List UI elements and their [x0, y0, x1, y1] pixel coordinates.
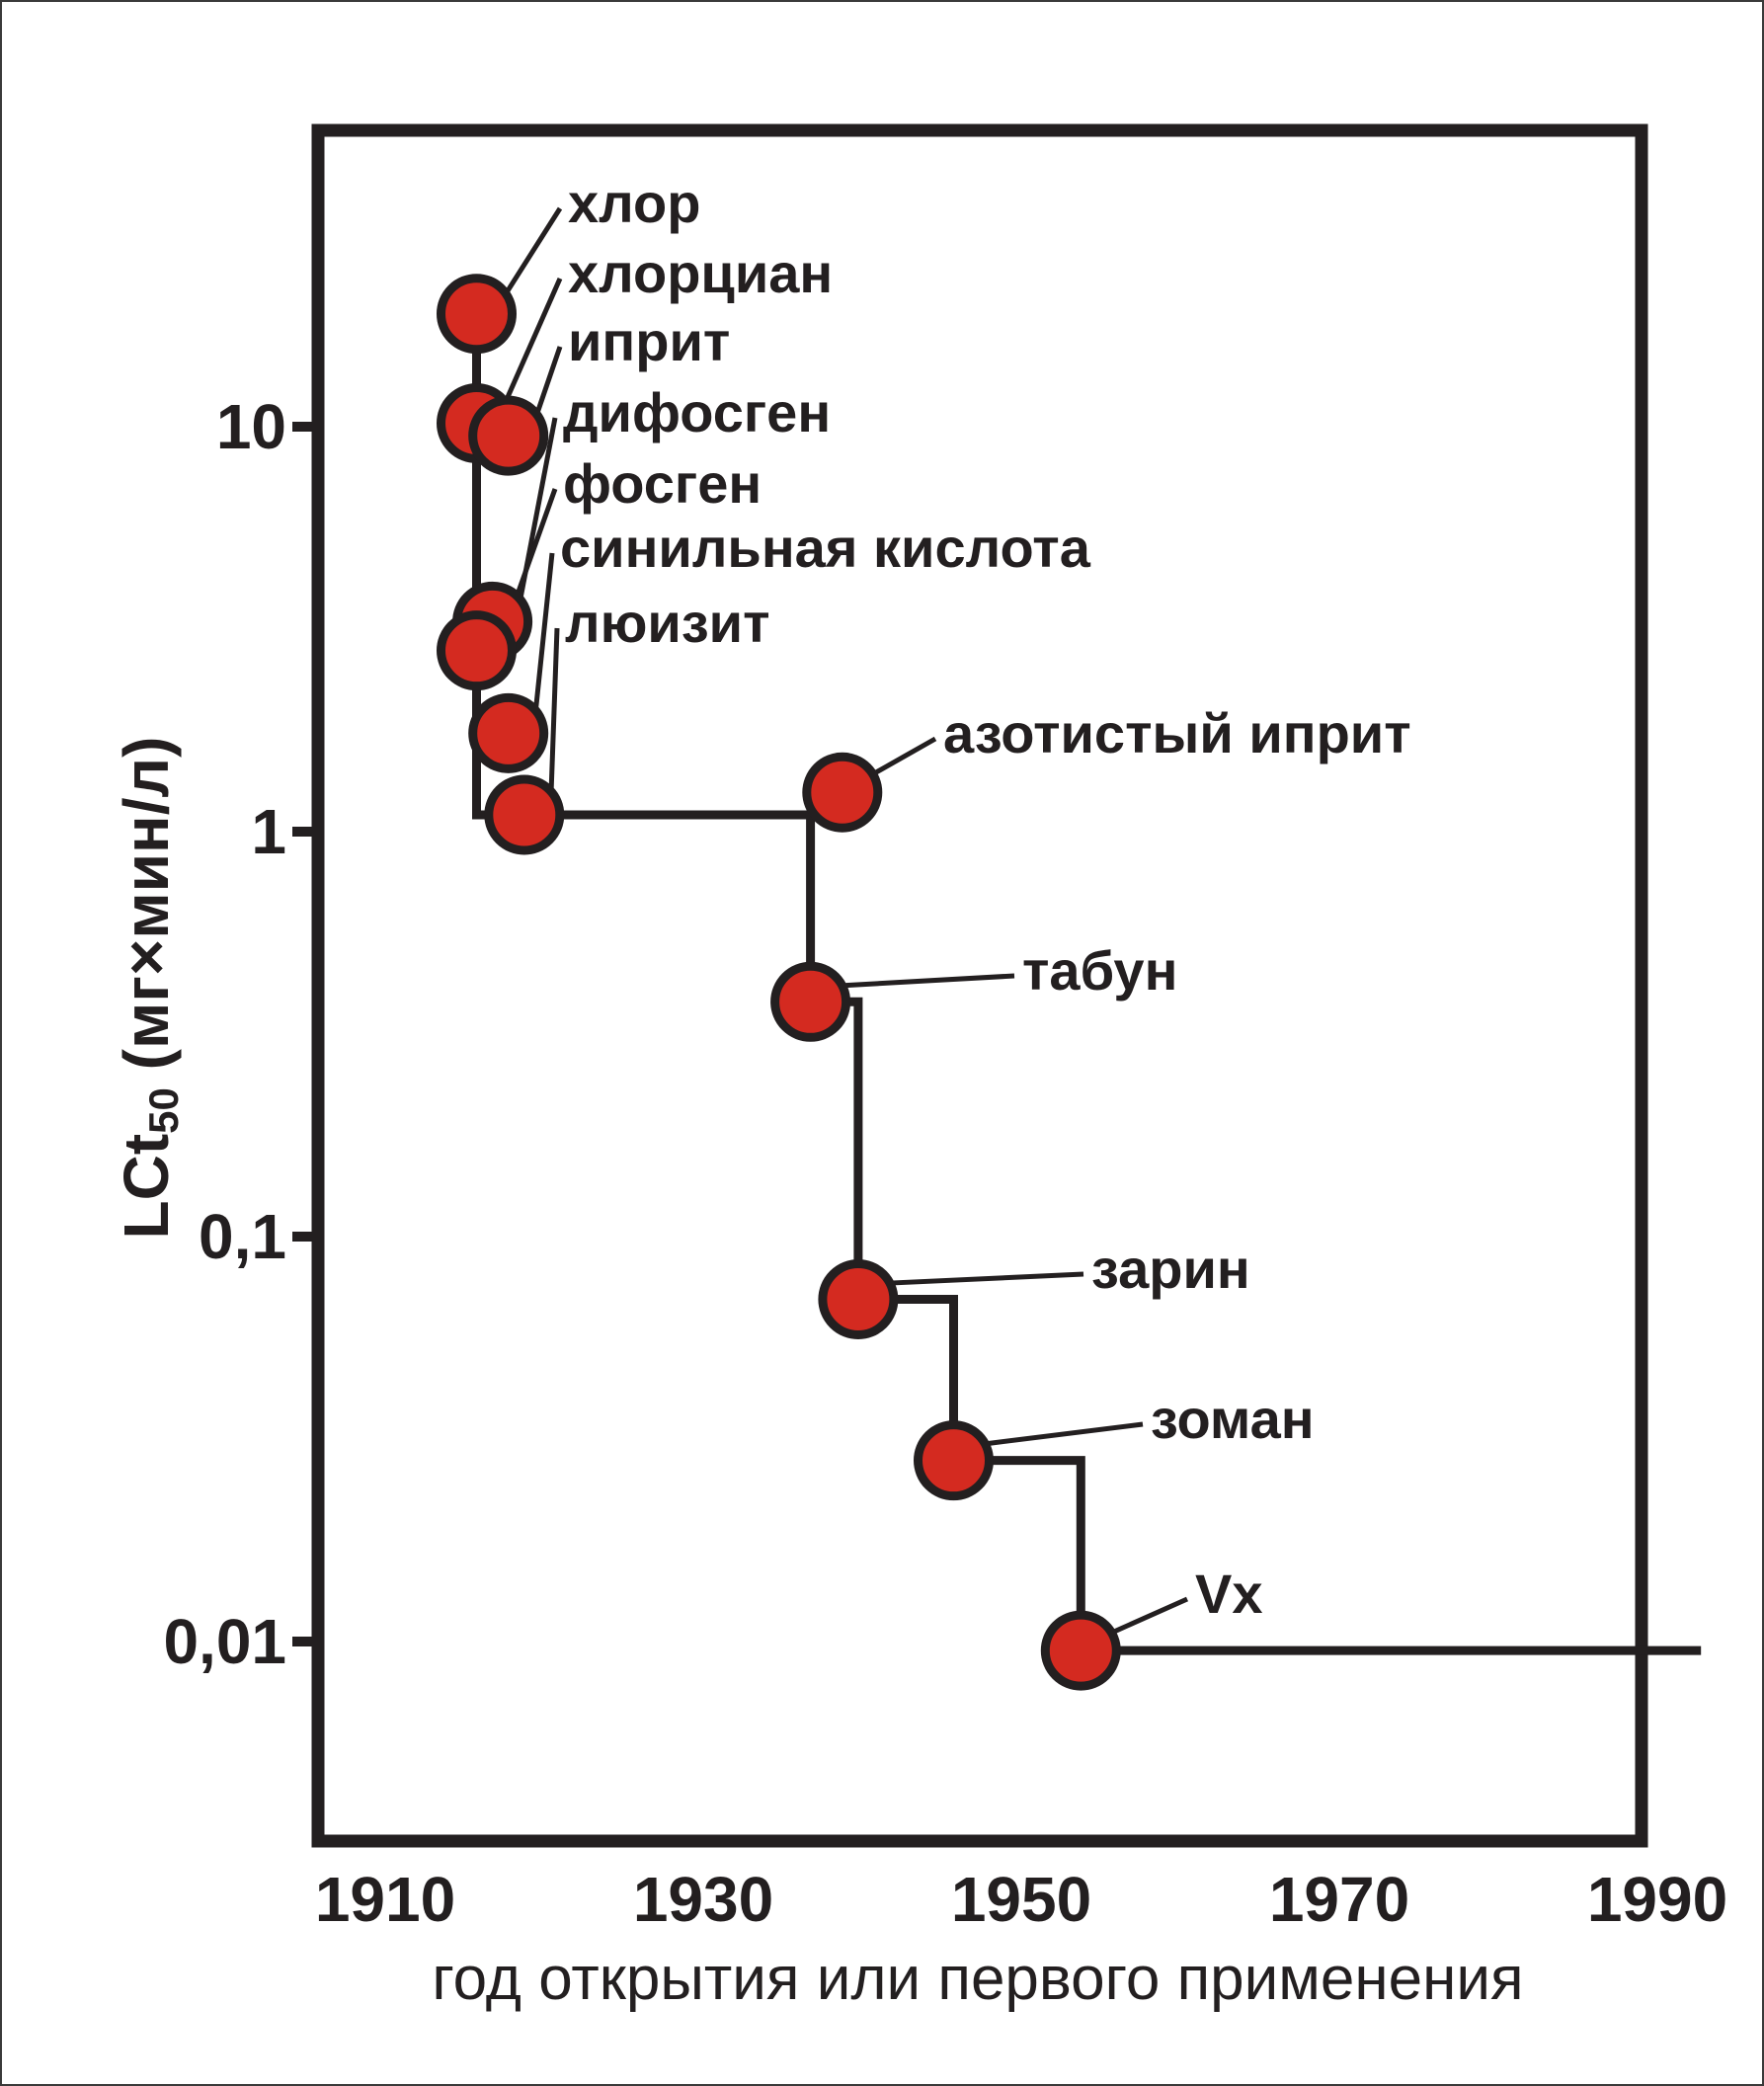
- point-label: зарин: [1091, 1238, 1250, 1300]
- data-point: [914, 1420, 994, 1501]
- point-label: табун: [1022, 939, 1177, 1002]
- x-tick-label: 1910: [315, 1864, 455, 1935]
- y-axis-title-main: LCt: [111, 1134, 182, 1240]
- point-label: люизит: [565, 592, 770, 654]
- data-point: [818, 1259, 899, 1340]
- leader-line: [980, 1421, 1144, 1447]
- y-axis-title-units: (мг×мин/л): [111, 737, 182, 1088]
- y-tick-label: 0,1: [199, 1201, 286, 1272]
- y-tick-label: 1: [251, 796, 286, 867]
- leader-lines: [501, 206, 1189, 1638]
- point-label: синильная кислота: [560, 517, 1091, 579]
- data-point: [437, 610, 517, 691]
- leader-line: [532, 552, 555, 718]
- data-point: [437, 274, 517, 355]
- x-tick-label: 1990: [1587, 1864, 1727, 1935]
- data-point: [770, 961, 851, 1042]
- leader-line: [884, 1271, 1084, 1286]
- x-axis: 1910 1930 1950 1970 1990: [315, 1864, 1727, 1935]
- leader-line: [837, 973, 1015, 989]
- data-point: [1040, 1610, 1121, 1691]
- data-point: [484, 774, 565, 855]
- point-label: хлорциан: [568, 242, 833, 304]
- point-label: фосген: [563, 452, 762, 515]
- leader-line: [532, 346, 563, 421]
- leader-line: [548, 627, 560, 799]
- point-label: хлор: [568, 172, 700, 234]
- step-line: [472, 313, 1702, 1655]
- y-axis-title-subscript: 50: [140, 1087, 187, 1134]
- point-label: иприт: [568, 310, 730, 372]
- y-axis: 10 1 0,1 0,01: [163, 391, 318, 1677]
- leader-line: [867, 736, 937, 779]
- y-tick-label: 0,01: [163, 1606, 286, 1677]
- point-label: Vx: [1195, 1563, 1263, 1625]
- y-axis-title: LCt50 (мг×мин/л): [111, 737, 187, 1240]
- leader-line: [1106, 1596, 1189, 1638]
- data-point: [802, 752, 883, 833]
- x-tick-label: 1950: [951, 1864, 1091, 1935]
- point-label: азотистый иприт: [943, 702, 1411, 764]
- data-point: [468, 395, 549, 476]
- x-tick-label: 1970: [1269, 1864, 1409, 1935]
- plot-area-border: [311, 123, 1648, 1848]
- leader-line: [501, 277, 563, 409]
- data-points: [437, 274, 1121, 1691]
- x-axis-title: год открытия или первого применения: [432, 1945, 1523, 2013]
- x-tick-label: 1930: [633, 1864, 773, 1935]
- point-label: зоман: [1151, 1388, 1315, 1450]
- y-tick-label: 10: [216, 391, 286, 462]
- point-label: дифосген: [563, 381, 831, 443]
- leader-line: [501, 206, 563, 299]
- data-point: [468, 692, 549, 773]
